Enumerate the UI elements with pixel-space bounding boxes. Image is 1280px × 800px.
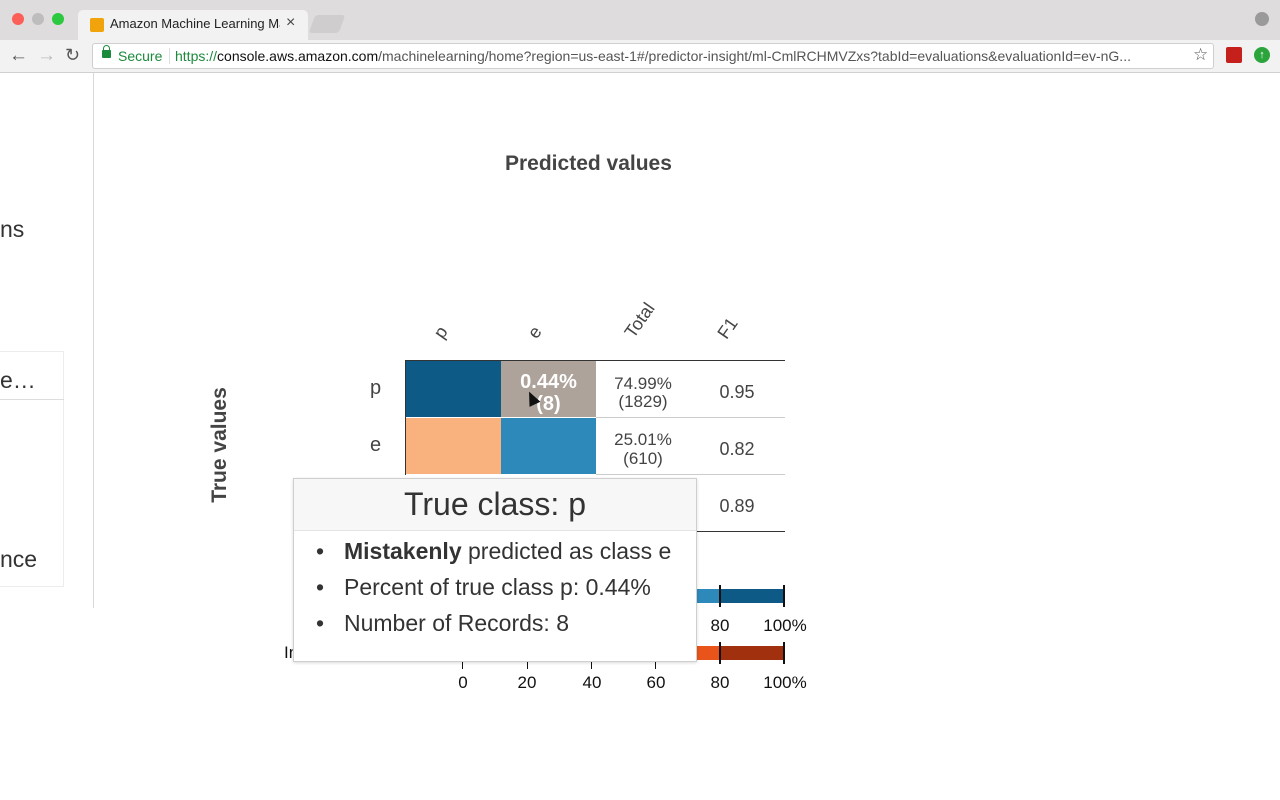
bullet-icon: • <box>316 610 325 636</box>
row-divider-1 <box>596 417 785 418</box>
matrix-top-border <box>405 360 785 361</box>
bullet-icon: • <box>316 574 325 600</box>
browser-title-bar: Amazon Machine Learning Ma × <box>0 0 1280 40</box>
tooltip-item-3-text: Number of Records: 8 <box>344 610 569 636</box>
f1-total: 0.89 <box>719 496 755 516</box>
tooltip-bold-word: Mistakenly <box>344 538 462 564</box>
secure-label: Secure <box>118 48 163 64</box>
lower-tick-20 <box>527 661 528 669</box>
left-panel: ns e… nce <box>0 73 94 608</box>
cell-p-e-count: (8) <box>536 393 561 415</box>
maximize-window-button[interactable] <box>52 13 64 25</box>
f1-row-e: 0.82 <box>719 439 755 459</box>
left-panel-card <box>0 351 64 587</box>
tooltip-title: True class: p <box>294 479 696 531</box>
upper-tick-100 <box>783 585 785 607</box>
lower-tick-label-20: 20 <box>517 673 537 692</box>
matrix-cell-e-e[interactable] <box>501 418 596 474</box>
new-tab-button[interactable] <box>308 15 346 33</box>
distribution-bar-light-blue <box>697 589 720 603</box>
row-divider-2 <box>596 474 785 475</box>
bookmark-star-icon[interactable]: ☆ <box>1193 45 1209 64</box>
cell-p-e-percent: 0.44% <box>520 371 577 393</box>
lower-tick-0 <box>462 661 463 669</box>
lower-tick-label-60: 60 <box>646 673 666 692</box>
tooltip-item-2: • Percent of true class p: 0.44% <box>316 574 651 601</box>
total-row-p-count: (1829) <box>618 392 668 411</box>
upper-tick-80 <box>719 585 721 607</box>
row-label-e: e <box>370 434 382 456</box>
url-scheme: https:// <box>175 48 218 64</box>
lower-tick-label-40: 40 <box>582 673 602 692</box>
tooltip-item-3: • Number of Records: 8 <box>316 610 569 637</box>
col-header-p: p <box>429 322 452 343</box>
distribution-bar-dark-blue <box>720 589 784 603</box>
lower-tick-label-100: 100% <box>763 673 807 692</box>
minimize-window-button[interactable] <box>32 13 44 25</box>
pdf-extension-icon[interactable] <box>1226 47 1242 63</box>
aws-favicon-icon <box>90 18 104 32</box>
matrix-cell-e-p[interactable] <box>406 418 501 474</box>
omnibox-separator <box>169 48 170 64</box>
distribution-bar-orange <box>697 646 720 660</box>
upper-tick-label-100: 100% <box>763 616 807 635</box>
tooltip-item-1-text: predicted as class e <box>461 538 672 564</box>
cell-tooltip: True class: p • Mistakenly predicted as c… <box>293 478 697 662</box>
matrix-bottom-border <box>697 531 785 532</box>
predicted-values-title: Predicted values <box>505 152 672 175</box>
true-values-title: True values <box>208 387 231 503</box>
browser-tab[interactable]: Amazon Machine Learning Ma × <box>78 10 308 40</box>
f1-row-p: 0.95 <box>719 382 755 402</box>
left-panel-text-1: ns <box>0 216 25 242</box>
divider <box>0 399 64 400</box>
back-arrow-icon[interactable]: ← <box>9 45 28 66</box>
matrix-cell-p-e[interactable]: 0.44% (8) <box>501 361 596 417</box>
col-header-e: e <box>523 322 546 343</box>
url-path: /machinelearning/home?region=us-east-1#/… <box>378 48 1131 64</box>
lower-tick-60 <box>655 661 656 669</box>
forward-arrow-icon[interactable]: → <box>37 45 56 66</box>
matrix-cell-p-p[interactable] <box>406 361 501 417</box>
lower-tick-80 <box>719 642 721 664</box>
bullet-icon: • <box>316 538 325 564</box>
tooltip-item-1: • Mistakenly predicted as class e <box>316 538 671 565</box>
upper-tick-label-80: 80 <box>710 616 730 635</box>
close-window-button[interactable] <box>12 13 24 25</box>
address-bar[interactable]: Secure https://console.aws.amazon.com/ma… <box>92 43 1214 69</box>
green-extension-icon[interactable]: ↑ <box>1254 47 1270 63</box>
left-panel-item-2[interactable]: nce <box>0 546 38 572</box>
matrix-left-border <box>405 361 406 475</box>
col-header-total: Total <box>620 298 659 342</box>
tooltip-item-2-text: Percent of true class p: 0.44% <box>344 574 651 600</box>
left-panel-item-1[interactable]: e… <box>0 367 36 393</box>
reload-icon[interactable]: ↻ <box>65 45 81 65</box>
lower-tick-40 <box>591 661 592 669</box>
col-header-f1: F1 <box>713 313 742 343</box>
browser-toolbar: ← → ↻ Secure https://console.aws.amazon.… <box>0 40 1280 73</box>
url-text[interactable]: https://console.aws.amazon.com/machinele… <box>175 48 1183 64</box>
tab-title: Amazon Machine Learning Ma <box>110 16 280 31</box>
total-row-p-percent: 74.99% <box>614 374 672 393</box>
profile-icon[interactable] <box>1255 12 1269 26</box>
row-label-p: p <box>370 377 382 399</box>
lower-tick-label-80: 80 <box>710 673 730 692</box>
total-row-e-count: (610) <box>623 449 663 468</box>
lock-icon <box>102 45 111 58</box>
total-row-e-percent: 25.01% <box>614 430 672 449</box>
distribution-bar-dark-orange <box>720 646 784 660</box>
lower-tick-label-0: 0 <box>458 673 468 692</box>
tab-close-icon[interactable]: × <box>286 14 296 31</box>
lower-tick-100 <box>783 642 785 664</box>
url-domain: console.aws.amazon.com <box>217 48 379 64</box>
